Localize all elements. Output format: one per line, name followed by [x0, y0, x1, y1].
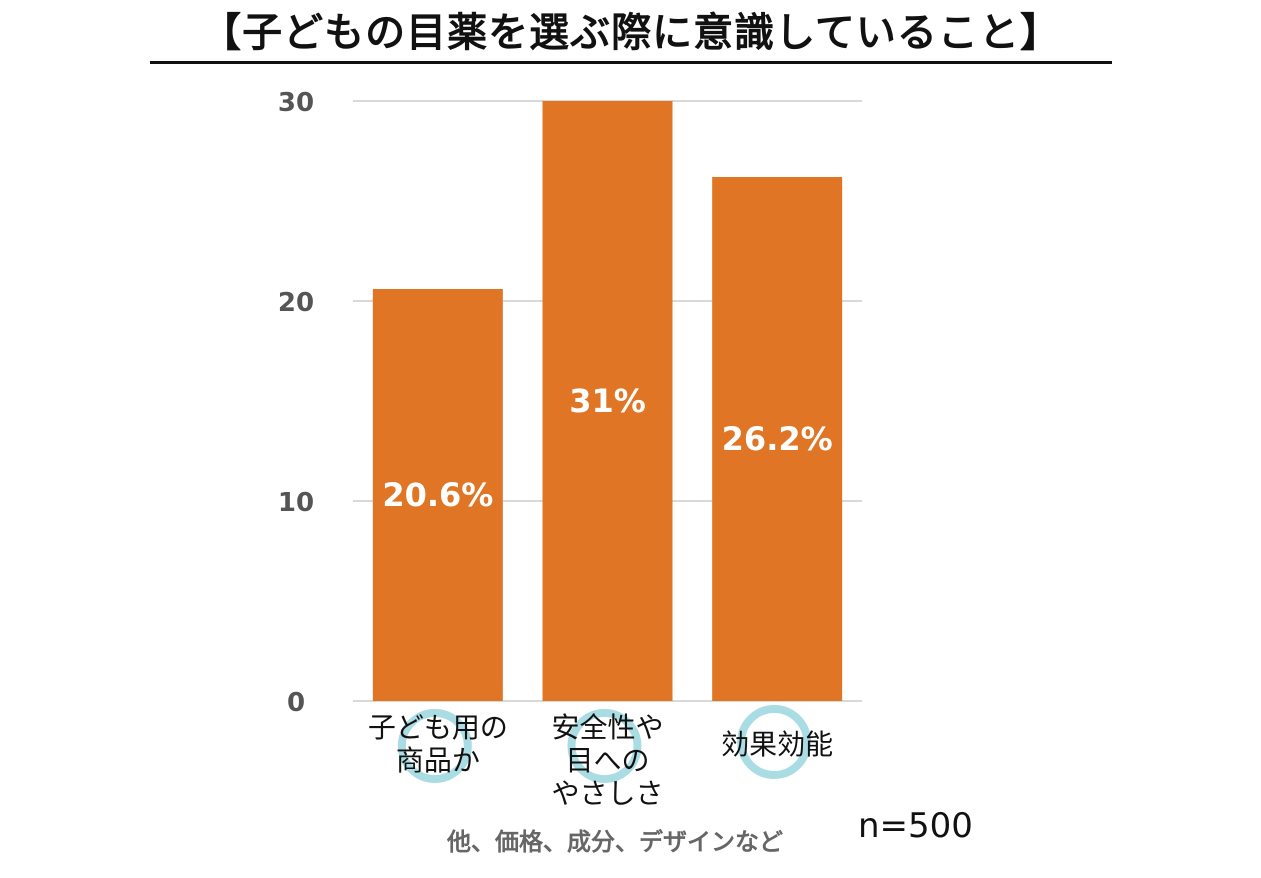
y-tick-label: 20: [278, 288, 314, 318]
x-category-label: 効果効能: [721, 728, 833, 761]
highlight-circle: [567, 709, 642, 783]
footnote: 他、価格、成分、デザインなど: [447, 828, 783, 856]
x-category-label: 子ども用の: [368, 711, 508, 744]
title-underline: [150, 61, 1112, 64]
bar: [712, 177, 843, 701]
sample-size: n=500: [858, 806, 973, 846]
x-category-label: 商品か: [396, 744, 480, 777]
bar: [542, 101, 673, 701]
highlight-circle: [737, 705, 812, 779]
y-tick-label: 30: [278, 88, 314, 118]
y-tick-label: 0: [287, 688, 305, 718]
data-label: 26.2%: [722, 420, 833, 458]
data-label: 20.6%: [382, 476, 493, 514]
chart-title: 【子どもの目薬を選ぶ際に意識していること】: [201, 10, 1061, 56]
highlight-circle: [397, 709, 472, 783]
x-category-label: 安全性や: [551, 711, 663, 744]
data-label: 31%: [569, 382, 646, 420]
y-tick-label: 10: [278, 488, 314, 518]
x-category-label: 目への: [565, 744, 649, 777]
x-category-label: やさしさ: [551, 777, 663, 810]
bar: [372, 289, 503, 701]
